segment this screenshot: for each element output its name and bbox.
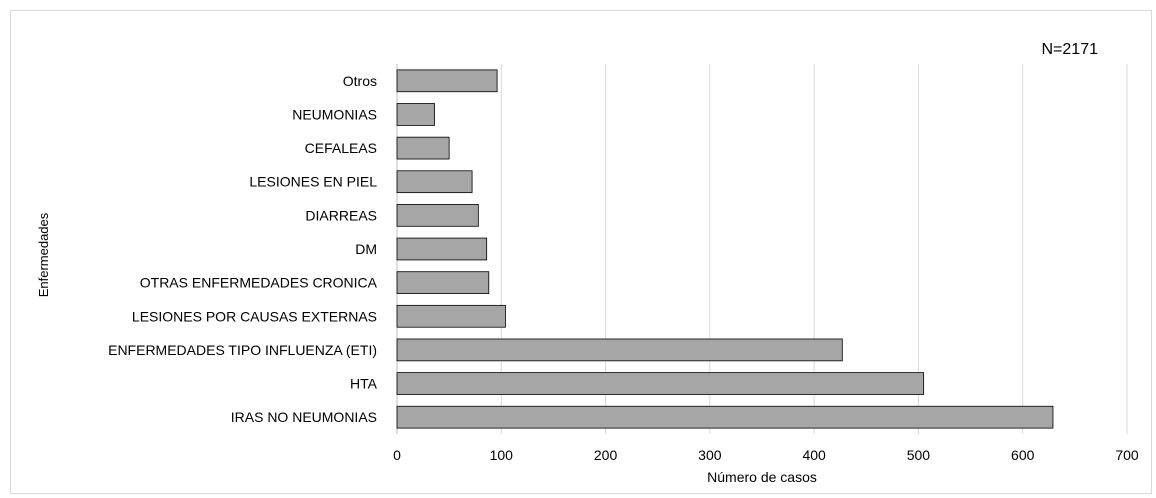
x-tick-label: 300 bbox=[698, 447, 722, 463]
category-label: DIARREAS bbox=[305, 207, 377, 223]
bar bbox=[396, 170, 473, 194]
bar bbox=[396, 304, 506, 328]
bar bbox=[396, 338, 843, 362]
bar bbox=[396, 372, 925, 395]
x-axis-label: Número de casos bbox=[707, 469, 817, 485]
x-tick-label: 200 bbox=[594, 447, 618, 463]
bar bbox=[396, 204, 479, 227]
x-tick-label: 500 bbox=[907, 447, 931, 463]
category-label: DM bbox=[355, 241, 377, 257]
bar bbox=[396, 271, 490, 294]
category-label: LESIONES POR CAUSAS EXTERNAS bbox=[132, 308, 377, 324]
category-label: ENFERMEDADES TIPO INFLUENZA (ETI) bbox=[108, 342, 377, 358]
x-tick-label: 0 bbox=[393, 447, 401, 463]
bar bbox=[396, 405, 1054, 429]
x-tick-labels: 0 100 200 300 400 500 600 700 bbox=[393, 447, 1139, 463]
sample-size-annotation: N=2171 bbox=[1042, 41, 1099, 58]
bar bbox=[396, 136, 450, 160]
bars bbox=[396, 69, 1054, 429]
category-label: CEFALEAS bbox=[305, 140, 377, 156]
bar bbox=[396, 69, 498, 93]
category-label: IRAS NO NEUMONIAS bbox=[231, 409, 377, 425]
category-label: OTRAS ENFERMEDADES CRONICA bbox=[140, 275, 378, 291]
category-label: NEUMONIAS bbox=[292, 106, 377, 122]
category-label: LESIONES EN PIEL bbox=[249, 174, 377, 190]
x-tick-label: 100 bbox=[490, 447, 514, 463]
category-labels: Otros NEUMONIAS CEFALEAS LESIONES EN PIEL DI… bbox=[108, 73, 378, 425]
x-tick-label: 700 bbox=[1115, 447, 1139, 463]
chart-frame bbox=[10, 10, 1152, 494]
category-label: HTA bbox=[350, 376, 378, 392]
category-label: Otros bbox=[343, 73, 377, 89]
bar bbox=[396, 237, 488, 261]
x-tick-label: 400 bbox=[802, 447, 826, 463]
y-axis-label: Enfermedades bbox=[36, 212, 51, 297]
x-tick-label: 600 bbox=[1011, 447, 1035, 463]
bar bbox=[396, 103, 435, 126]
